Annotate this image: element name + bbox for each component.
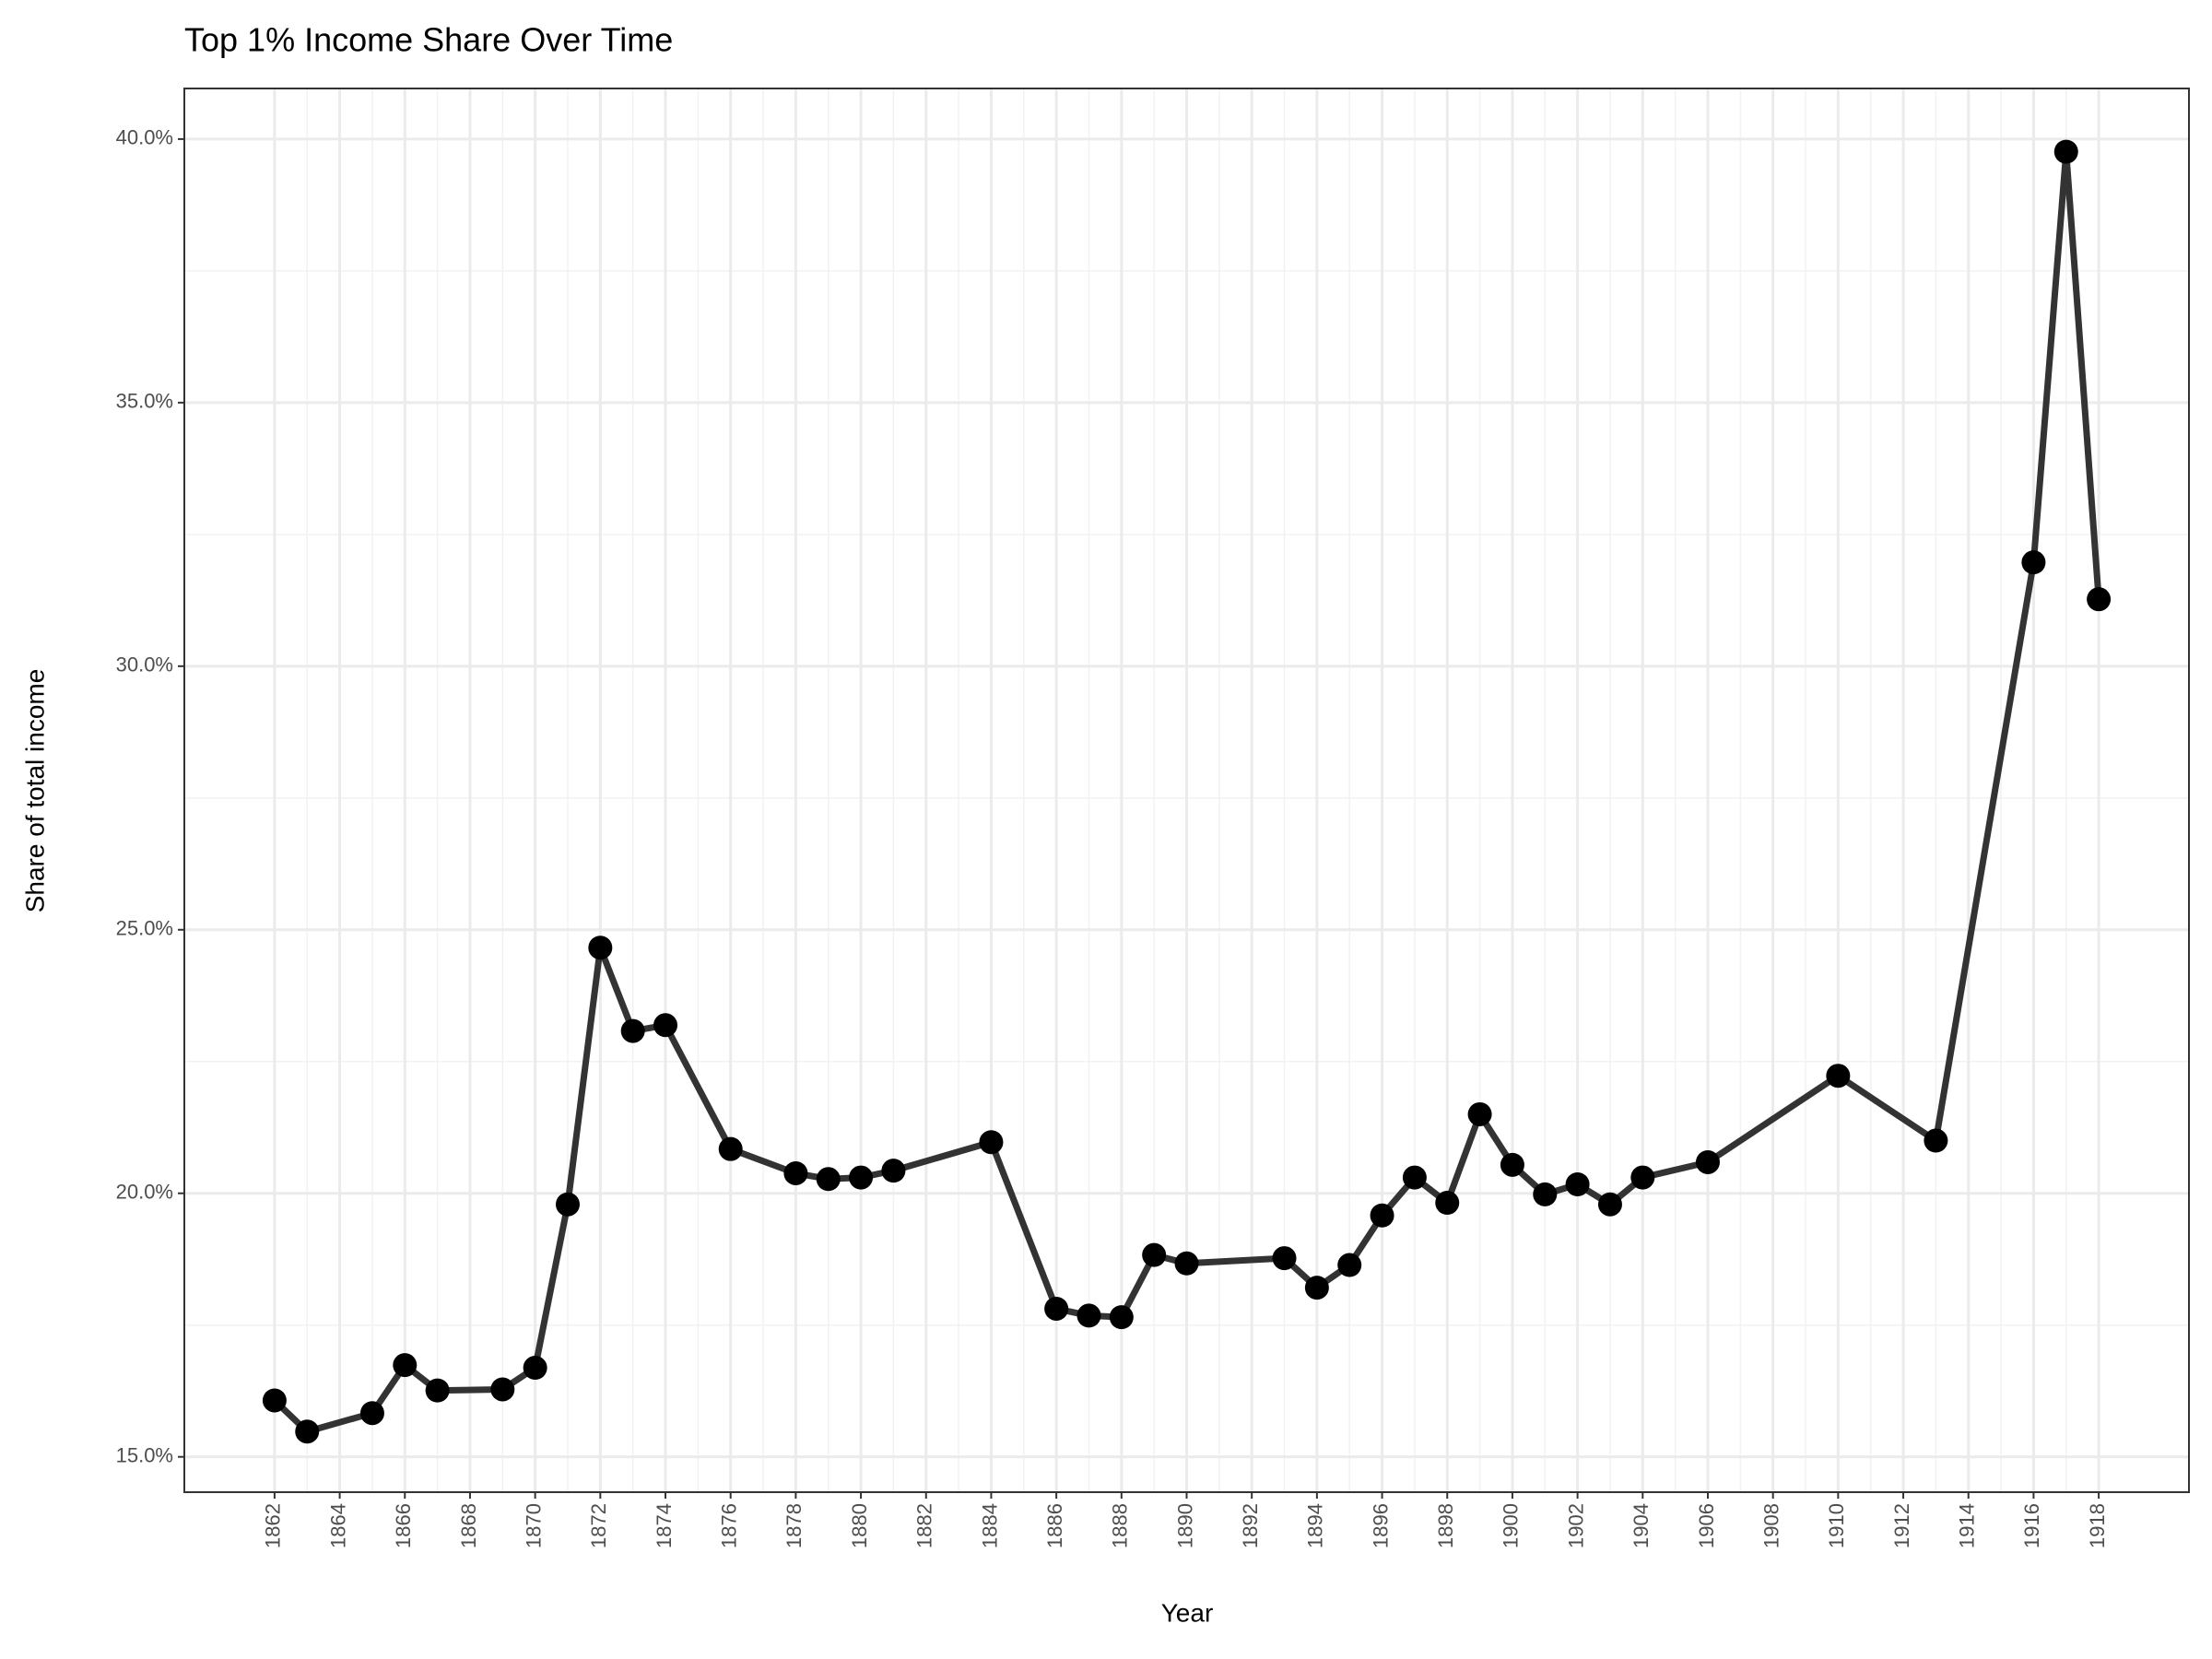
x-tick-label: 1886 bbox=[1043, 1503, 1066, 1548]
x-tick-label: 1898 bbox=[1434, 1503, 1457, 1548]
point bbox=[1630, 1165, 1655, 1190]
y-axis-title: Share of total income bbox=[20, 669, 49, 913]
y-tick-label: 40.0% bbox=[116, 126, 173, 149]
point bbox=[523, 1356, 547, 1381]
point bbox=[393, 1353, 418, 1378]
point bbox=[1272, 1246, 1297, 1271]
x-tick-label: 1908 bbox=[1759, 1503, 1783, 1548]
point bbox=[1826, 1064, 1851, 1088]
x-tick-label: 1894 bbox=[1304, 1503, 1327, 1548]
x-tick-label: 1882 bbox=[913, 1503, 936, 1548]
point bbox=[1370, 1203, 1394, 1228]
y-tick-label: 20.0% bbox=[116, 1181, 173, 1204]
point bbox=[1337, 1253, 1362, 1277]
point bbox=[490, 1377, 515, 1402]
x-tick-label: 1912 bbox=[1890, 1503, 1913, 1548]
point bbox=[979, 1130, 1004, 1155]
point bbox=[555, 1192, 580, 1217]
x-tick-label: 1890 bbox=[1173, 1503, 1196, 1548]
point bbox=[1435, 1191, 1460, 1216]
x-tick-label: 1868 bbox=[457, 1503, 480, 1548]
x-tick-label: 1874 bbox=[653, 1503, 676, 1548]
point bbox=[425, 1378, 450, 1403]
x-tick-label: 1916 bbox=[2020, 1503, 2043, 1548]
y-tick-label: 35.0% bbox=[116, 390, 173, 413]
x-tick-label: 1896 bbox=[1369, 1503, 1392, 1548]
x-tick-label: 1904 bbox=[1630, 1503, 1653, 1548]
y-tick-label: 25.0% bbox=[116, 917, 173, 940]
point bbox=[849, 1165, 874, 1190]
point bbox=[295, 1419, 320, 1444]
x-tick-label: 1892 bbox=[1239, 1503, 1262, 1548]
point bbox=[620, 1018, 645, 1043]
point bbox=[653, 1013, 678, 1038]
x-tick-label: 1866 bbox=[392, 1503, 415, 1548]
point bbox=[1533, 1182, 1558, 1206]
y-tick-label: 30.0% bbox=[116, 653, 173, 677]
point bbox=[2053, 139, 2078, 164]
point bbox=[262, 1388, 287, 1413]
x-tick-label: 1918 bbox=[2086, 1503, 2109, 1548]
point bbox=[1304, 1276, 1329, 1300]
point bbox=[1109, 1305, 1134, 1330]
x-tick-label: 1914 bbox=[1956, 1503, 1979, 1548]
y-tick-label: 15.0% bbox=[116, 1443, 173, 1466]
point bbox=[2021, 550, 2046, 575]
x-tick-label: 1906 bbox=[1695, 1503, 1718, 1548]
line bbox=[272, 148, 2102, 1435]
point bbox=[1500, 1152, 1524, 1177]
x-tick-label: 1888 bbox=[1109, 1503, 1132, 1548]
point bbox=[1402, 1165, 1427, 1190]
x-tick-label: 1876 bbox=[718, 1503, 741, 1548]
point bbox=[359, 1401, 384, 1426]
point bbox=[718, 1136, 743, 1161]
point bbox=[1077, 1303, 1101, 1328]
x-tick-label: 1910 bbox=[1825, 1503, 1848, 1548]
x-axis-title: Year bbox=[1161, 1598, 1214, 1627]
point bbox=[1174, 1251, 1199, 1276]
point bbox=[1924, 1128, 1948, 1153]
point bbox=[1565, 1172, 1590, 1197]
point bbox=[1597, 1192, 1622, 1217]
x-tick-label: 1862 bbox=[262, 1503, 285, 1548]
x-tick-label: 1872 bbox=[587, 1503, 610, 1548]
point bbox=[1142, 1242, 1167, 1267]
point bbox=[816, 1167, 841, 1192]
point bbox=[881, 1159, 906, 1183]
point bbox=[1044, 1296, 1069, 1321]
point bbox=[783, 1160, 808, 1185]
point bbox=[1695, 1149, 1720, 1174]
point bbox=[2087, 587, 2112, 612]
x-tick-label: 1902 bbox=[1564, 1503, 1587, 1548]
x-tick-label: 1880 bbox=[848, 1503, 871, 1548]
point bbox=[588, 935, 613, 960]
x-tick-label: 1900 bbox=[1500, 1503, 1523, 1548]
plot-border bbox=[183, 88, 2190, 1493]
x-tick-label: 1864 bbox=[326, 1503, 349, 1548]
point bbox=[1467, 1101, 1492, 1126]
x-tick-label: 1884 bbox=[978, 1503, 1001, 1548]
x-tick-label: 1870 bbox=[522, 1503, 545, 1548]
x-tick-label: 1878 bbox=[782, 1503, 806, 1548]
chart-title: Top 1% Income Share Over Time bbox=[184, 21, 673, 59]
